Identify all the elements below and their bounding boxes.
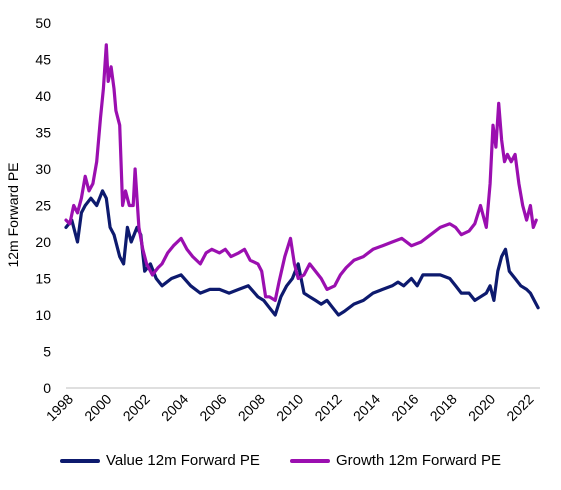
y-tick-label: 35 (35, 125, 51, 141)
legend-label-value: Value 12m Forward PE (105, 452, 260, 469)
x-tick-label: 2014 (350, 391, 383, 424)
legend-item-value: Value 12m Forward PE (59, 452, 260, 469)
x-axis-ticks: 1998 2000 2002 2004 2006 2008 2010 2012 2014 2016… (43, 391, 537, 424)
y-axis-ticks: 0 5 10 15 20 25 30 35 40 45 50 (35, 15, 51, 396)
series-layer (64, 43, 540, 317)
y-tick-label: 20 (35, 234, 51, 250)
x-tick-label: 2010 (273, 391, 306, 424)
x-tick-label: 2008 (235, 391, 268, 424)
x-tick-label: 2004 (158, 391, 191, 424)
y-tick-label: 40 (35, 88, 51, 104)
x-tick-label: 2000 (81, 391, 114, 424)
y-axis-title: 12m Forward PE (5, 162, 21, 267)
line-chart: 0 5 10 15 20 25 30 35 40 45 50 1998 2000 2002 2004 200… (5, 15, 540, 424)
legend-swatch-value (59, 458, 100, 463)
legend-label-growth: Growth 12m Forward PE (335, 452, 502, 469)
x-tick-label: 2006 (196, 391, 229, 424)
y-tick-label: 45 (35, 52, 51, 68)
y-tick-label: 5 (43, 344, 51, 360)
y-tick-label: 30 (35, 161, 51, 177)
legend-item-growth: Growth 12m Forward PE (289, 452, 502, 469)
x-tick-label: 2012 (311, 391, 344, 424)
series-line-growth (64, 43, 538, 302)
y-tick-label: 50 (35, 15, 51, 31)
y-tick-label: 10 (35, 307, 51, 323)
y-tick-label: 15 (35, 271, 51, 287)
legend-swatch-growth (289, 458, 330, 463)
x-tick-label: 2018 (427, 391, 460, 424)
y-tick-label: 0 (43, 380, 51, 396)
x-tick-label: 2020 (465, 391, 498, 424)
series-line-value (64, 189, 540, 317)
legend: Value 12m Forward PE Growth 12m Forward … (0, 452, 561, 469)
y-tick-label: 25 (35, 198, 51, 214)
x-tick-label: 2002 (120, 391, 153, 424)
x-tick-label: 2022 (503, 391, 536, 424)
x-tick-label: 2016 (388, 391, 421, 424)
